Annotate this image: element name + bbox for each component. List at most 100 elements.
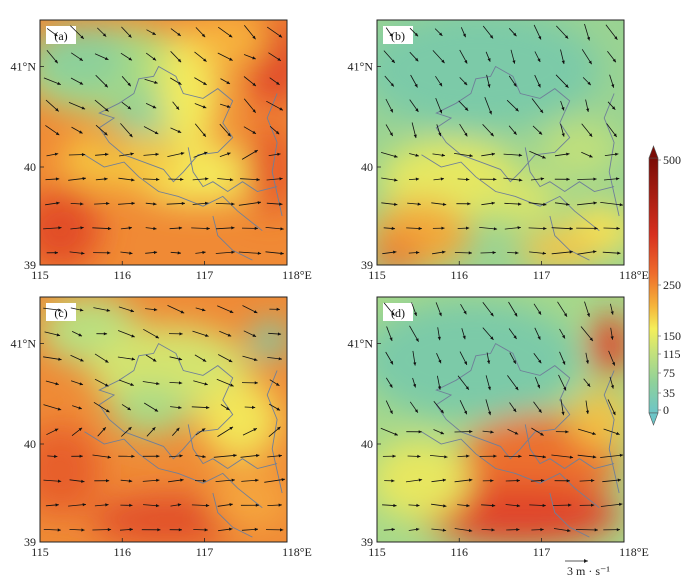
- wind-arrow: [577, 201, 597, 206]
- wind-arrow: [94, 53, 109, 61]
- wind-arrow: [436, 353, 442, 364]
- wind-arrow: [194, 123, 207, 137]
- wind-arrow: [381, 177, 398, 182]
- x-tick-label: 115: [368, 268, 386, 282]
- wind-arrow: [559, 328, 566, 339]
- wind-arrow: [120, 123, 133, 138]
- wind-arrow: [433, 400, 445, 414]
- x-tick-label: 116: [450, 545, 468, 559]
- wind-arrow: [609, 376, 614, 389]
- wind-arrow: [170, 503, 182, 507]
- province-boundaries: [84, 65, 620, 538]
- wind-arrow: [92, 226, 112, 231]
- wind-arrow: [431, 202, 447, 206]
- wind-arrow: [142, 177, 160, 181]
- wind-arrow: [119, 152, 134, 157]
- wind-arrow: [43, 528, 61, 532]
- wind-arrow: [268, 52, 282, 62]
- wind-arrow: [482, 327, 494, 341]
- wind-arrow: [121, 76, 132, 87]
- wind-arrow: [195, 455, 206, 459]
- wind-arrow: [268, 426, 281, 438]
- wind-arrow: [143, 504, 160, 508]
- panel-c-label-box: [46, 303, 76, 321]
- wind-arrow: [603, 226, 620, 230]
- panel-b-field: [377, 20, 624, 265]
- wind-arrow: [431, 528, 447, 532]
- wind-arrow: [242, 305, 258, 314]
- wind-arrow: [459, 400, 468, 415]
- wind-arrow: [577, 428, 596, 435]
- wind-arrow: [508, 125, 517, 135]
- wind-arrow: [241, 381, 258, 385]
- wind-arrow: [93, 251, 111, 255]
- x-tick-label: 116: [113, 545, 131, 559]
- wind-arrow: [529, 454, 547, 459]
- panel-b: (b): [376, 19, 625, 266]
- colorbar-tick-label: 75: [663, 366, 675, 380]
- y-tick-label: 40: [361, 160, 373, 174]
- wind-arrow: [266, 100, 284, 111]
- wind-arrow: [170, 127, 182, 133]
- wind-arrow: [218, 354, 233, 363]
- wind-arrow: [243, 76, 257, 87]
- wind-arrow: [166, 201, 186, 206]
- wind-arrow: [217, 305, 234, 314]
- wind-arrow: [97, 427, 107, 437]
- wind-arrow: [215, 250, 235, 254]
- wind-arrow: [47, 454, 58, 458]
- wind-arrow: [266, 26, 283, 38]
- wind-arrow: [433, 429, 445, 435]
- colorbar-tick-label: 250: [663, 278, 681, 292]
- wind-arrow: [385, 124, 394, 137]
- wind-arrow: [168, 177, 184, 181]
- wind-arrow: [118, 454, 135, 458]
- wind-arrow: [70, 380, 84, 386]
- wind-arrow: [167, 305, 185, 314]
- wind-arrow: [265, 251, 284, 255]
- wind-arrow: [194, 354, 207, 362]
- wind-arrow: [435, 97, 443, 114]
- wind-arrow: [145, 52, 157, 61]
- y-tick-label: 40: [361, 437, 373, 451]
- wind-arrow: [70, 25, 85, 40]
- wind-arrow: [191, 503, 210, 508]
- wind-vectors: [43, 23, 624, 533]
- wind-arrow: [603, 428, 620, 435]
- wind-arrow: [384, 75, 395, 87]
- wind-arrow: [510, 49, 516, 64]
- wind-arrow: [535, 377, 541, 389]
- wind-arrow: [579, 479, 595, 483]
- wind-arrow: [217, 503, 233, 507]
- wind-arrow: [555, 74, 569, 88]
- y-tick-label: 39: [24, 535, 36, 549]
- wind-arrow: [143, 402, 159, 412]
- wind-arrow: [268, 152, 281, 156]
- wind-arrow: [170, 28, 182, 37]
- wind-arrow: [560, 100, 565, 111]
- wind-arrow: [219, 330, 232, 337]
- province-outline: [435, 342, 571, 460]
- wind-arrow: [215, 202, 235, 206]
- wind-arrow: [604, 152, 619, 156]
- panel-a-label: (a): [54, 29, 67, 43]
- wind-arrow: [168, 454, 183, 458]
- wind-arrow: [458, 100, 469, 111]
- wind-arrow: [457, 375, 470, 391]
- wind-reference-arrowhead: [584, 559, 588, 563]
- wind-arrow: [459, 77, 468, 86]
- wind-arrow: [553, 528, 571, 533]
- wind-arrow: [482, 25, 494, 39]
- y-tick-label: 41°N: [348, 337, 374, 351]
- panel-c-frame: [39, 296, 288, 543]
- wind-arrow: [607, 399, 616, 416]
- wind-reference: 3 m · s⁻¹: [565, 559, 610, 576]
- wind-arrow: [505, 504, 521, 508]
- wind-arrow: [94, 503, 109, 507]
- wind-arrow: [118, 379, 134, 386]
- wind-arrow: [610, 303, 614, 315]
- wind-arrow: [240, 454, 260, 458]
- wind-arrow: [69, 479, 85, 483]
- wind-arrow: [169, 356, 183, 361]
- wind-arrow: [217, 52, 233, 61]
